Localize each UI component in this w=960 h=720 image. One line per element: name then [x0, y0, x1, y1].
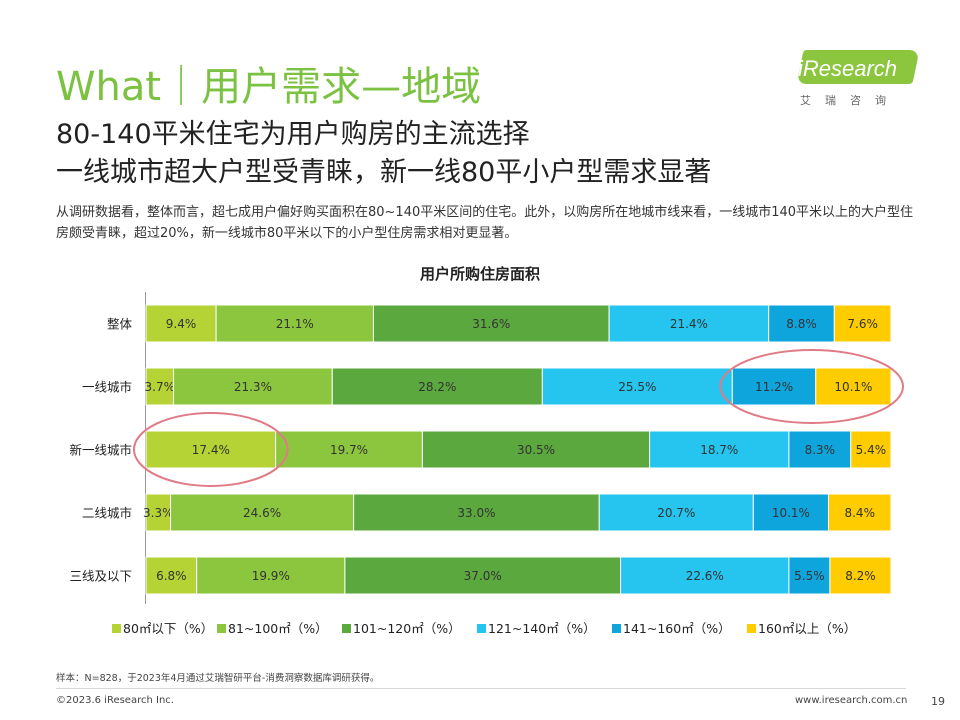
data-label: 3.7% — [145, 380, 176, 394]
page-description: 从调研数据看，整体而言，超七成用户偏好购买面积在80~140平米区间的住宅。此外… — [56, 205, 914, 241]
data-label: 19.7% — [330, 443, 368, 457]
highlight-ellipse — [133, 412, 289, 487]
bar-segment — [215, 304, 374, 343]
legend-swatch — [217, 624, 226, 633]
bar-segment — [344, 556, 622, 595]
logo-subtitle: 艾瑞咨询 — [800, 94, 900, 107]
legend-label: 121~140㎡（%） — [488, 621, 596, 636]
bar-segment — [608, 304, 770, 343]
stacked-bar-chart: 整体 9.4% 21.1% 31.6% 21.4% 8.8% 7.6% 一线城市 3.7% 21.… — [69, 292, 904, 636]
data-label: 33.0% — [457, 506, 495, 520]
data-label: 8.4% — [844, 506, 875, 520]
footer-divider — [56, 688, 906, 689]
source-note: 样本：N=828，于2023年4月通过艾瑞智研平台-消费洞察数据库调研获得。 — [56, 673, 380, 684]
bar-segment — [815, 367, 892, 406]
page-subtitle: 80-140平米住宅为用户购房的主流选择 一线城市超大户型受青睐，新一线80平小… — [56, 116, 711, 192]
bar-segment — [353, 493, 600, 532]
data-label: 22.6% — [686, 569, 724, 583]
bar-segment — [752, 493, 829, 532]
legend-swatch — [477, 624, 486, 633]
data-label: 30.5% — [517, 443, 555, 457]
bar-segment — [421, 430, 651, 469]
data-label: 20.7% — [657, 506, 695, 520]
bar-segment — [170, 493, 355, 532]
data-label: 21.1% — [276, 317, 314, 331]
logo-wordmark: iResearch — [798, 56, 898, 81]
bar-segment — [788, 430, 852, 469]
data-label: 19.9% — [252, 569, 290, 583]
chart-title: 用户所购住房面积 — [419, 265, 540, 283]
data-label: 18.7% — [700, 443, 738, 457]
iresearch-logo: iResearch 艾瑞咨询 — [790, 50, 920, 108]
legend-label: 141~160㎡（%） — [623, 621, 731, 636]
bar-segment — [850, 430, 892, 469]
legend-label: 160㎡以上（%） — [758, 621, 856, 636]
category-label: 一线城市 — [82, 380, 132, 395]
bar-segment — [173, 367, 333, 406]
legend-swatch — [612, 624, 621, 633]
legend-label: 101~120㎡（%） — [353, 621, 461, 636]
data-label: 37.0% — [464, 569, 502, 583]
subtitle-line-2: 一线城市超大户型受青睐，新一线80平小户型需求显著 — [56, 157, 712, 188]
data-label: 8.8% — [786, 317, 817, 331]
copyright: ©2023.6 iResearch Inc. — [56, 695, 174, 706]
bar-segment — [827, 493, 892, 532]
category-label: 新一线城市 — [69, 443, 132, 458]
bar-segment — [372, 304, 610, 343]
bar-segment — [541, 367, 733, 406]
bar-segment — [620, 556, 790, 595]
legend-label: 81~100㎡（%） — [228, 621, 328, 636]
data-label: 5.4% — [856, 443, 887, 457]
data-label: 10.1% — [834, 380, 872, 394]
bar-segment — [145, 493, 172, 532]
data-label: 21.4% — [670, 317, 708, 331]
bar-segment — [145, 556, 198, 595]
data-label: 21.3% — [234, 380, 272, 394]
bar-segment — [731, 367, 817, 406]
legend-swatch — [112, 624, 121, 633]
bar-segment — [145, 367, 175, 406]
page-title: What｜用户需求—地域 — [56, 64, 482, 110]
website-url: www.iresearch.com.cn — [795, 695, 908, 706]
data-label: 3.3% — [143, 506, 174, 520]
data-label: 5.5% — [794, 569, 825, 583]
data-label: 7.6% — [847, 317, 878, 331]
bar-segment — [768, 304, 835, 343]
bar-segment — [833, 304, 892, 343]
legend-swatch — [747, 624, 756, 633]
bar-segment — [649, 430, 790, 469]
data-label: 11.2% — [755, 380, 793, 394]
subtitle-line-1: 80-140平米住宅为用户购房的主流选择 — [56, 119, 530, 150]
page-number: 19 — [931, 695, 945, 708]
data-label: 28.2% — [418, 380, 456, 394]
bar-segment — [788, 556, 831, 595]
data-label: 25.5% — [618, 380, 656, 394]
data-label: 8.2% — [845, 569, 876, 583]
bar-segment — [829, 556, 892, 595]
data-label: 17.4% — [192, 443, 230, 457]
data-label: 24.6% — [243, 506, 281, 520]
data-label: 6.8% — [156, 569, 187, 583]
highlight-ellipse — [719, 349, 904, 424]
category-label: 二线城市 — [82, 506, 132, 521]
category-label: 整体 — [107, 317, 133, 332]
data-label: 10.1% — [772, 506, 810, 520]
data-label: 9.4% — [166, 317, 197, 331]
bar-segment — [598, 493, 754, 532]
category-label: 三线及以下 — [69, 569, 132, 584]
legend-label: 80㎡以下（%） — [123, 621, 213, 636]
legend-swatch — [342, 624, 351, 633]
data-label: 31.6% — [472, 317, 510, 331]
bar-segment — [331, 367, 543, 406]
data-label: 8.3% — [805, 443, 836, 457]
bar-segment — [275, 430, 423, 469]
bar-segment — [145, 430, 277, 469]
